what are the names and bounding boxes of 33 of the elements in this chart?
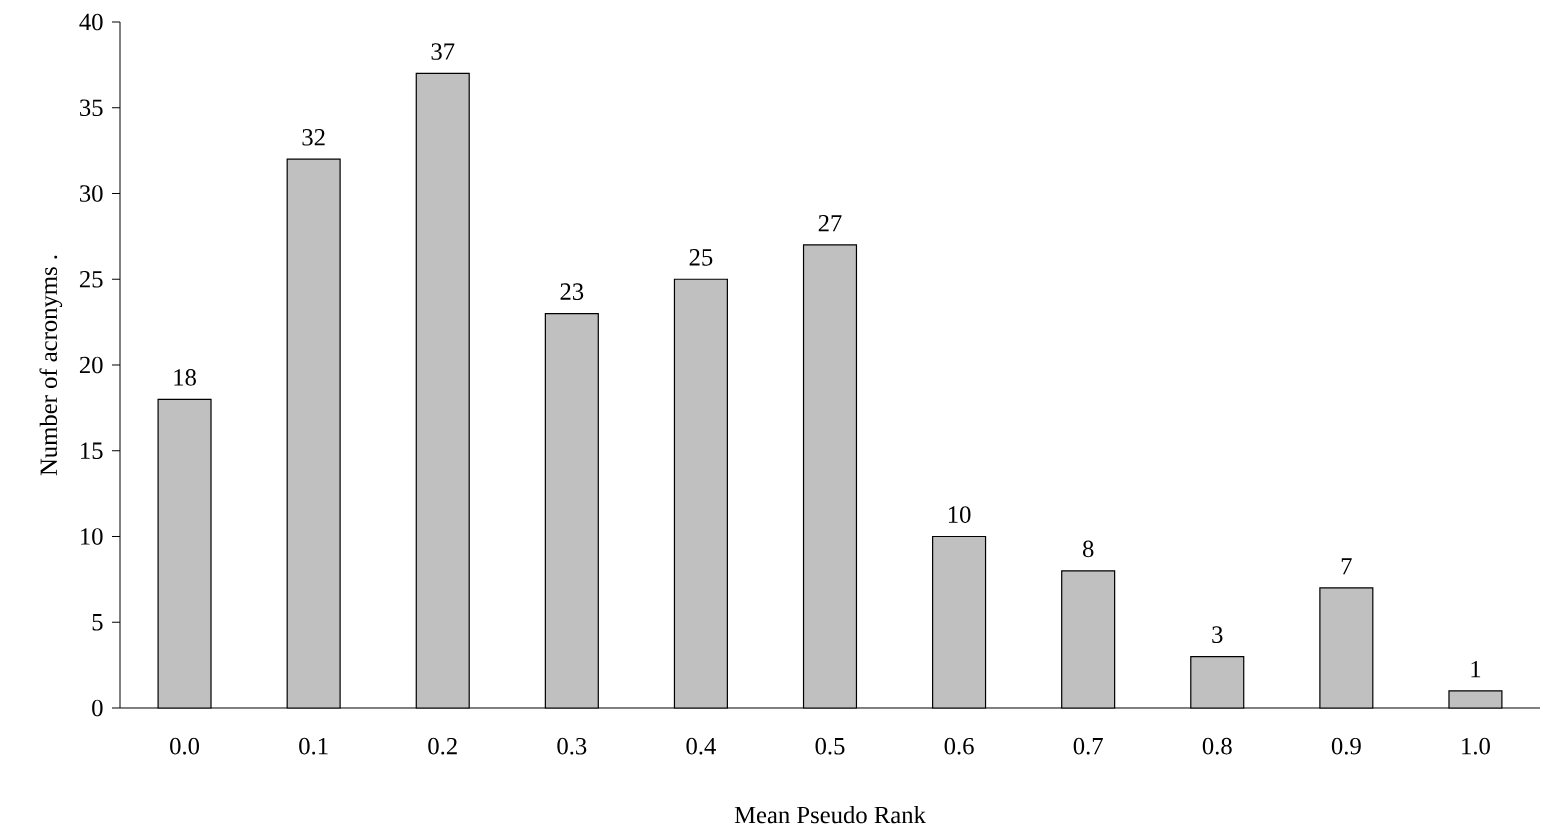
x-tick-label: 0.7 — [1073, 737, 1103, 755]
y-tick-label: 35 — [80, 99, 103, 117]
data-label: 7 — [1341, 558, 1352, 575]
y-tick-label: 20 — [79, 356, 103, 374]
y-tick-label: 0 — [92, 699, 103, 717]
x-tick-label: 0.3 — [557, 737, 587, 755]
x-tick-label: 0.5 — [815, 737, 845, 755]
x-tick-label: 0.4 — [686, 737, 716, 755]
x-tick-label: 0.0 — [170, 737, 200, 755]
x-tick-label: 0.8 — [1202, 737, 1232, 755]
x-axis-title: Mean Pseudo Rank — [734, 805, 926, 824]
x-tick-label: 0.9 — [1331, 737, 1361, 755]
data-label: 23 — [560, 283, 584, 300]
y-tick-label: 5 — [92, 614, 103, 631]
y-tick-label: 25 — [79, 270, 103, 288]
x-tick-label: 0.2 — [428, 737, 457, 755]
data-label: 32 — [302, 129, 325, 146]
x-tick-label: 0.6 — [944, 737, 974, 755]
x-tick-label: 1.0 — [1462, 737, 1490, 755]
y-tick-label: 10 — [81, 528, 103, 545]
data-label: 1 — [1471, 660, 1481, 678]
y-axis-title: Number of acronyms . — [39, 255, 63, 476]
x-tick-label: 0.1 — [299, 737, 328, 755]
data-label: 25 — [689, 249, 713, 266]
y-tick-label: 40 — [79, 13, 103, 31]
data-label: 8 — [1082, 540, 1094, 558]
data-label: 27 — [818, 215, 842, 232]
data-label: 10 — [948, 506, 971, 523]
data-label: 37 — [431, 43, 455, 60]
data-label: 3 — [1212, 626, 1223, 643]
y-tick-label: 30 — [80, 185, 103, 202]
y-tick-label: 15 — [81, 442, 103, 460]
data-label: 18 — [174, 369, 196, 386]
